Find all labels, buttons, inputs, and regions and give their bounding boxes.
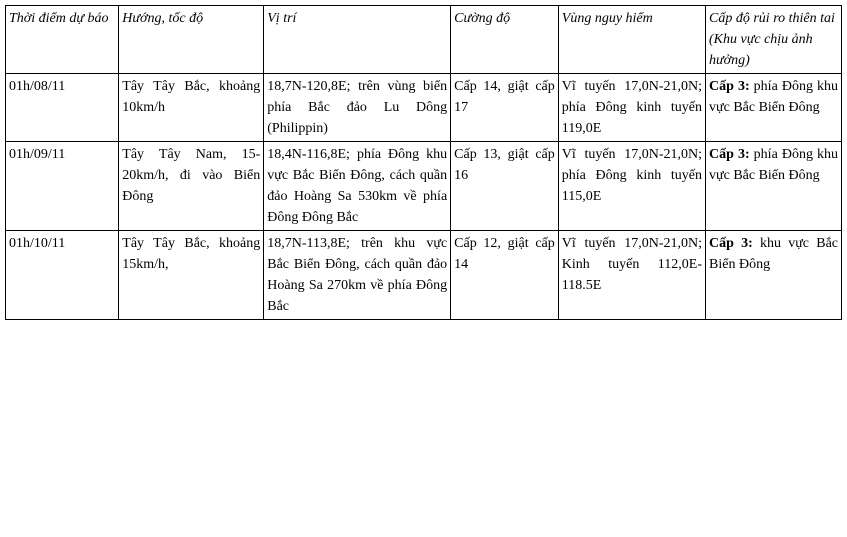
risk-level-bold: Cấp 3: [709,236,753,251]
table-row: 01h/10/11 Tây Tây Bắc, khoảng 15km/h, 18… [6,231,842,320]
header-intensity: Cường độ [451,6,559,74]
cell-direction-speed: Tây Tây Bắc, khoảng 15km/h, [119,231,264,320]
cell-danger-zone: Vĩ tuyến 17,0N-21,0N; Kinh tuyến 112,0E-… [558,231,705,320]
cell-intensity: Cấp 13, giật cấp 16 [451,142,559,231]
cell-danger-zone: Vĩ tuyến 17,0N-21,0N; phía Đông kinh tuy… [558,142,705,231]
cell-danger-zone: Vĩ tuyến 17,0N-21,0N; phía Đông kinh tuy… [558,74,705,142]
cell-position: 18,7N-113,8E; trên khu vực Bắc Biển Đông… [264,231,451,320]
cell-direction-speed: Tây Tây Bắc, khoảng 10km/h [119,74,264,142]
cell-time: 01h/09/11 [6,142,119,231]
cell-time: 01h/08/11 [6,74,119,142]
header-direction-speed: Hướng, tốc độ [119,6,264,74]
table-body: 01h/08/11 Tây Tây Bắc, khoảng 10km/h 18,… [6,74,842,320]
cell-risk-level: Cấp 3: khu vực Bắc Biển Đông [706,231,842,320]
cell-direction-speed: Tây Tây Nam, 15-20km/h, đi vào Biển Đông [119,142,264,231]
cell-intensity: Cấp 12, giật cấp 14 [451,231,559,320]
header-position: Vị trí [264,6,451,74]
header-time: Thời điểm dự báo [6,6,119,74]
table-row: 01h/09/11 Tây Tây Nam, 15-20km/h, đi vào… [6,142,842,231]
cell-time: 01h/10/11 [6,231,119,320]
cell-intensity: Cấp 14, giật cấp 17 [451,74,559,142]
cell-position: 18,7N-120,8E; trên vùng biển phía Bắc đả… [264,74,451,142]
header-risk-level: Cấp độ rủi ro thiên tai (Khu vực chịu ản… [706,6,842,74]
cell-risk-level: Cấp 3: phía Đông khu vực Bắc Biển Đông [706,74,842,142]
risk-level-bold: Cấp 3: [709,79,750,94]
cell-risk-level: Cấp 3: phía Đông khu vực Bắc Biển Đông [706,142,842,231]
table-header: Thời điểm dự báo Hướng, tốc độ Vị trí Cư… [6,6,842,74]
cell-position: 18,4N-116,8E; phía Đông khu vực Bắc Biển… [264,142,451,231]
header-danger-zone: Vùng nguy hiểm [558,6,705,74]
forecast-table: Thời điểm dự báo Hướng, tốc độ Vị trí Cư… [5,5,842,320]
table-row: 01h/08/11 Tây Tây Bắc, khoảng 10km/h 18,… [6,74,842,142]
risk-level-bold: Cấp 3: [709,147,750,162]
